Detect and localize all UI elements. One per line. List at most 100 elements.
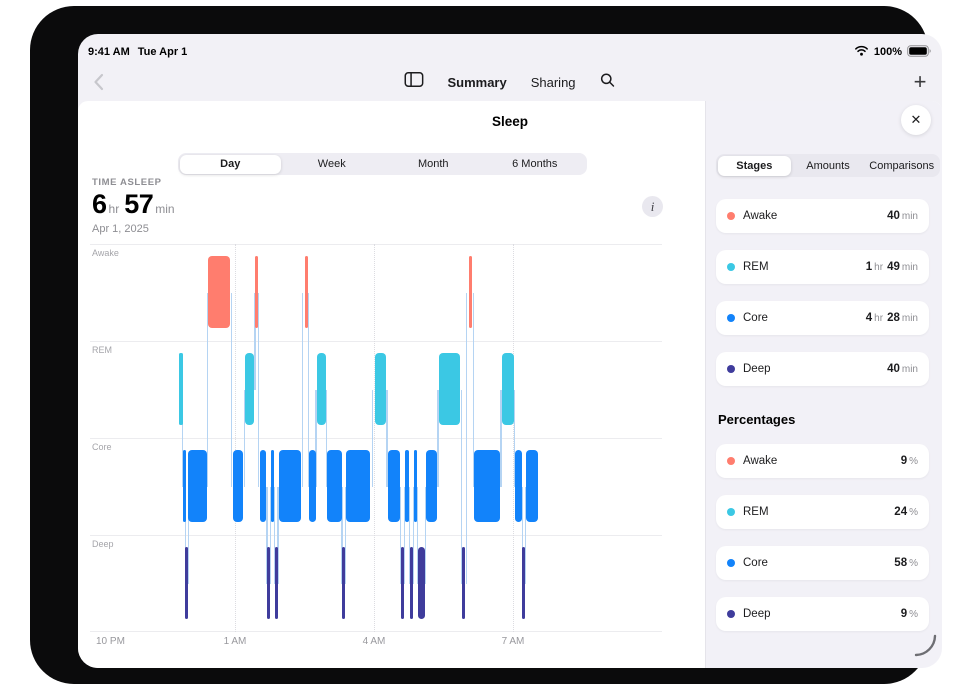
close-button[interactable]: ✕ [901, 105, 931, 135]
sleep-segment-rem [374, 353, 387, 425]
duration-row-rem: REM 1 hr 49 min [716, 250, 929, 284]
info-icon[interactable]: i [642, 196, 663, 217]
stage-value: 9% [900, 608, 918, 620]
time-asleep-value: 6 hr 57 min [92, 189, 175, 220]
nav-summary[interactable]: Summary [447, 74, 507, 90]
deep-color-dot [727, 610, 735, 618]
range-tab-month[interactable]: Month [417, 158, 449, 170]
sleep-segment-deep [410, 547, 414, 619]
stage-label: Deep [743, 363, 771, 375]
sleep-segment-deep [342, 547, 346, 619]
minutes-value: 57 [124, 189, 154, 219]
sleep-segment-core [188, 450, 208, 522]
sleep-segment-core [425, 450, 437, 522]
stage-connector [386, 389, 388, 487]
stage-connector [231, 292, 233, 487]
sleep-segment-rem [438, 353, 461, 425]
sleep-segment-core [182, 450, 186, 522]
stage-connector [184, 486, 186, 584]
awake-color-dot [727, 212, 735, 220]
stage-connector [254, 292, 256, 390]
x-tick-label: 4 AM [362, 636, 386, 647]
sleep-segment-rem [501, 353, 514, 425]
range-segmented-control: Day Week Month 6 Months [178, 153, 587, 175]
search-icon[interactable] [600, 72, 616, 93]
sleep-segment-core [387, 450, 400, 522]
awake-color-dot [727, 457, 735, 465]
stage-connector [513, 389, 515, 487]
stage-label: Awake [743, 455, 778, 467]
stage-label: REM [743, 261, 769, 273]
stage-connector [500, 389, 502, 487]
sleep-segment-core [474, 450, 501, 522]
stage-connector [521, 486, 523, 584]
sleep-segment-core [404, 450, 410, 522]
stage-connector [266, 486, 268, 584]
status-date: Tue Apr 1 [137, 46, 188, 58]
battery-percent: 100% [873, 46, 902, 58]
sleep-segment-deep [418, 547, 425, 619]
sleep-segment-rem [179, 353, 183, 425]
sleep-segment-awake [208, 256, 231, 328]
stage-connector [403, 486, 405, 584]
stage-connector [472, 292, 474, 487]
stage-row-core: Core [90, 438, 662, 535]
stage-connector [416, 486, 419, 584]
range-tab-day[interactable]: Day [179, 154, 281, 174]
sleep-segment-core [271, 450, 275, 522]
percentage-row-core: Core 58% [716, 546, 929, 580]
add-button[interactable]: + [913, 69, 927, 94]
stage-label: Core [743, 557, 768, 569]
back-button[interactable] [88, 72, 108, 92]
core-color-dot [727, 559, 735, 567]
sleep-segment-awake [255, 256, 259, 328]
nav-sharing[interactable]: Sharing [530, 74, 576, 90]
sleep-hypnogram: Awake REM Core Deep [90, 244, 662, 632]
sleep-segment-deep [185, 547, 189, 619]
range-tab-week[interactable]: Week [317, 158, 346, 170]
core-color-dot [727, 314, 735, 322]
corner-gesture-indicator [913, 633, 937, 662]
stage-connector [207, 292, 209, 487]
sleep-segment-core [413, 450, 418, 522]
stage-label: Awake [743, 210, 778, 222]
stage-row-label: Awake [92, 248, 119, 258]
stage-row-awake: Awake [90, 244, 662, 341]
wifi-icon [854, 45, 869, 59]
range-tab-6months[interactable]: 6 Months [512, 158, 558, 170]
minutes-unit: min [155, 202, 175, 216]
stage-connector [341, 486, 343, 584]
sleep-segment-rem [245, 353, 255, 425]
sidebar-toggle-icon[interactable] [404, 72, 424, 92]
percentages-heading: Percentages [718, 412, 796, 427]
panel-tab-stages[interactable]: Stages [717, 155, 792, 176]
stage-value: 9% [900, 455, 918, 467]
percentage-row-awake: Awake 9% [716, 444, 929, 478]
panel-tab-amounts[interactable]: Amounts [806, 159, 850, 172]
status-time: 9:41 AM [88, 46, 130, 58]
x-tick-label: 7 AM [501, 636, 525, 647]
x-tick-label: 10 PM [96, 636, 125, 647]
stage-label: Deep [743, 608, 771, 620]
panel-tab-comparisons[interactable]: Comparisons [869, 159, 935, 172]
stage-connector [412, 486, 414, 584]
stage-connector [466, 292, 468, 584]
battery-icon [907, 44, 932, 60]
stage-connector [524, 486, 527, 584]
sleep-segment-core [346, 450, 371, 522]
sleep-segment-core [514, 450, 523, 522]
stage-connector [325, 389, 327, 487]
sleep-segment-core [278, 450, 301, 522]
sleep-segment-deep [274, 547, 278, 619]
stage-label: Core [743, 312, 768, 324]
hours-value: 6 [92, 189, 107, 219]
stage-value: 58% [894, 557, 918, 569]
gridline [235, 244, 236, 632]
duration-row-deep: Deep 40 min [716, 352, 929, 386]
panel-segmented-control: Stages Amounts Comparisons [716, 154, 940, 177]
sleep-segment-core [308, 450, 316, 522]
stage-connector [424, 486, 427, 584]
sleep-segment-deep [400, 547, 404, 619]
sleep-segment-rem [316, 353, 326, 425]
